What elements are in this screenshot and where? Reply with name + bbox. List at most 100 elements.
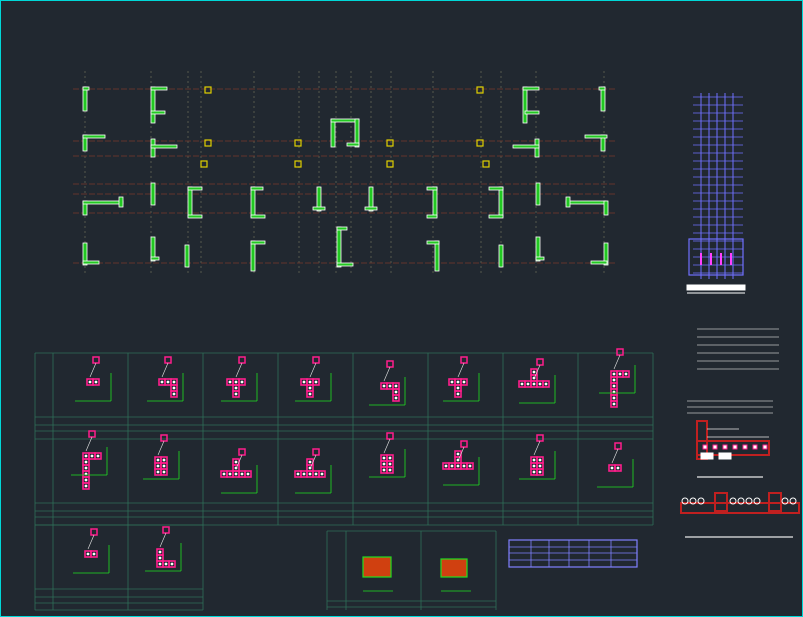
wall-segment — [184, 244, 190, 268]
wall-segment — [250, 240, 266, 245]
wall-segment — [250, 186, 256, 218]
leader-line — [157, 440, 165, 456]
tower-base-block — [688, 238, 744, 276]
rebar-dot — [228, 472, 232, 476]
rebar-callout — [312, 448, 320, 456]
rebar-dot — [90, 454, 94, 458]
rebar-dot — [162, 464, 166, 468]
rebar-dot — [456, 386, 460, 390]
rebar-dot — [160, 380, 164, 384]
rebar-dot — [92, 552, 96, 556]
wall-segment — [150, 86, 168, 91]
rebar-dot — [88, 380, 92, 384]
rebar-dot — [308, 380, 312, 384]
rebar-dot — [302, 472, 306, 476]
rebar-cell — [318, 470, 326, 478]
rebar-dot — [456, 464, 460, 468]
rebar-dot — [456, 392, 460, 396]
wall-segment — [522, 86, 540, 91]
rebar-dot — [532, 370, 536, 374]
rebar-dot — [302, 380, 306, 384]
leader-line — [89, 362, 97, 378]
leader-line — [611, 448, 619, 464]
wall-segment — [82, 134, 106, 139]
column-detail-9 — [143, 434, 180, 480]
rebar-dot — [86, 552, 90, 556]
column-layout-plan — [73, 71, 616, 276]
rebar-dot — [84, 460, 88, 464]
column-detail-table — [34, 348, 654, 611]
rebar-dot — [610, 466, 614, 470]
rebar-dot — [526, 382, 530, 386]
column-detail-1 — [147, 356, 184, 402]
column-detail-0 — [75, 356, 112, 402]
yellow-column — [476, 86, 484, 94]
wall-segment — [150, 182, 156, 206]
rebar-dot — [382, 468, 386, 472]
section-beam — [696, 440, 770, 456]
schedule-border — [508, 539, 638, 568]
wall-segment — [426, 214, 438, 219]
rebar-dot — [618, 372, 622, 376]
leader-line — [159, 532, 167, 548]
section-block — [440, 558, 468, 578]
column-detail-7 — [599, 348, 636, 408]
rebar-dot — [532, 464, 536, 468]
wall-segment — [364, 206, 378, 211]
rebar-dot — [314, 472, 318, 476]
bar-circle — [729, 497, 737, 505]
wall-segment — [187, 214, 203, 219]
wall-segment — [426, 186, 438, 191]
rebar-dot — [394, 396, 398, 400]
rebar-callout — [312, 356, 320, 364]
rebar-dot — [612, 396, 616, 400]
leader-line — [161, 362, 169, 378]
yellow-column — [476, 139, 484, 147]
rebar-dot — [84, 484, 88, 488]
rebar-dot — [468, 464, 472, 468]
rebar-cell — [168, 560, 176, 568]
rebar-dot — [462, 380, 466, 384]
wall-segment — [524, 110, 540, 115]
rebar-dot — [84, 466, 88, 470]
rebar-dot — [172, 386, 176, 390]
rebar-dot — [164, 562, 168, 566]
wall-segment — [187, 186, 193, 218]
rebar-dot — [612, 372, 616, 376]
rebar-dot — [166, 380, 170, 384]
rebar-dot — [538, 470, 542, 474]
column-detail-4 — [369, 360, 406, 406]
wall-segment — [600, 86, 606, 112]
section-bar — [732, 444, 738, 450]
column-detail-11 — [294, 448, 332, 494]
rebar-schedule-table — [508, 539, 638, 568]
rebar-callout — [90, 528, 98, 536]
wall-segment — [82, 86, 90, 91]
rebar-dot — [450, 464, 454, 468]
rebar-cell — [170, 390, 178, 398]
wall-segment — [535, 182, 541, 206]
rebar-cell — [454, 390, 462, 398]
rebar-cell — [160, 468, 168, 476]
yellow-column — [386, 139, 394, 147]
tower-foundation-strip — [686, 284, 746, 291]
rebar-dot — [222, 472, 226, 476]
wall-segment — [150, 86, 156, 124]
rebar-dot — [172, 392, 176, 396]
footing-beam — [680, 502, 800, 514]
rebar-dot — [240, 472, 244, 476]
section-pad — [700, 452, 714, 460]
rebar-dot — [234, 380, 238, 384]
rebar-cell — [460, 378, 468, 386]
rebar-cell — [466, 462, 474, 470]
rebar-dot — [156, 470, 160, 474]
leader-line — [457, 362, 465, 378]
rebar-dot — [388, 462, 392, 466]
wall-segment — [603, 242, 609, 266]
rebar-callout — [536, 358, 544, 366]
rebar-dot — [388, 384, 392, 388]
rebar-dot — [84, 454, 88, 458]
rebar-dot — [172, 380, 176, 384]
